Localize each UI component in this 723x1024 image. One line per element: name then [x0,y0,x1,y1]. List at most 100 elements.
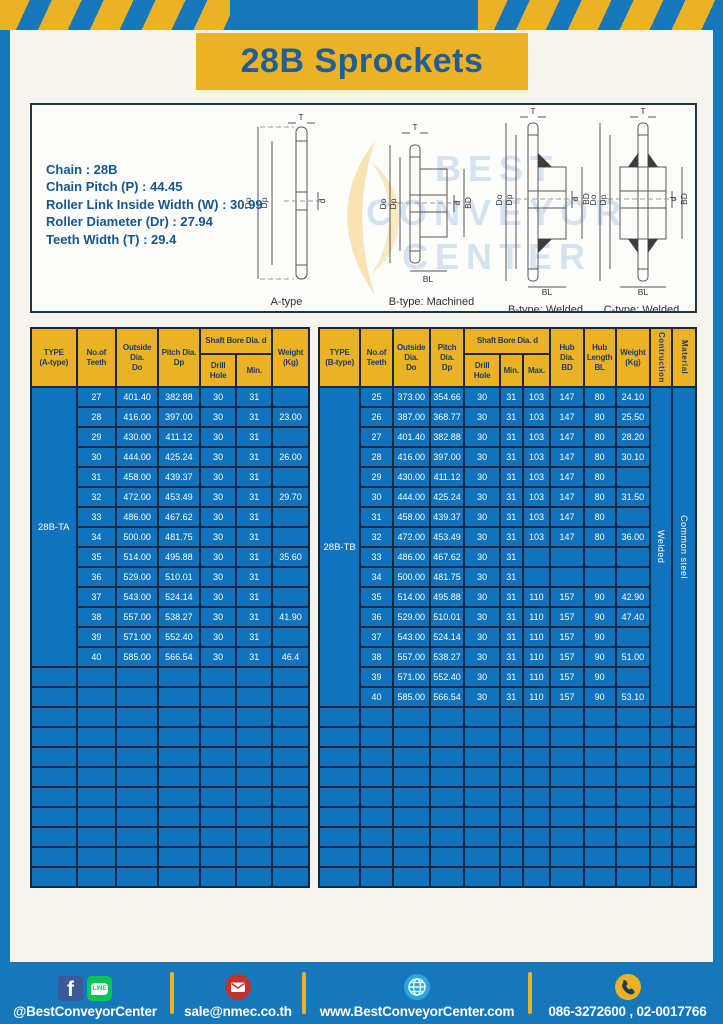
data-cell: 53.10 [614,686,652,708]
empty-cell [75,746,118,768]
drawing-caption: B-type: Welded [507,304,583,313]
phone-numbers: 086-3272600 , 02-0017766 [548,1004,707,1019]
col-outside-dia: Outside Dia. Do [391,327,431,388]
table-row: 28 416.00 397.00 30 31 23.00 [31,406,310,428]
empty-cell [271,826,310,848]
empty-row [30,806,310,828]
col-type: TYPE (A-type) [30,327,78,388]
data-cell: 30 [463,646,501,668]
empty-cell [498,866,524,888]
footer-phone-section: 086-3272600 , 02-0017766 [532,962,723,1024]
empty-cell [115,686,160,708]
empty-cell [521,846,552,868]
data-cell [614,666,652,688]
data-cell: 29 [75,426,118,448]
table-row: 38 557.00 538.27 30 31 41.90 [31,606,310,628]
empty-cell [75,666,118,688]
data-cell: 35.60 [271,546,310,568]
data-cell: 147 [549,426,585,448]
data-cell: 31 [75,466,118,488]
drawing-caption: B-type: Machined [388,296,475,308]
dim-t: T [530,106,535,116]
col-pitch-dia: Pitch Dia. Dp [157,327,201,388]
data-cell: 28.20 [614,426,652,448]
empty-cell [30,826,78,848]
drawing-caption: C-type: Welded [603,304,680,313]
table-row: 34 500.00 481.75 30 31 [31,526,310,548]
data-cell: 31 [235,546,274,568]
data-cell: 157 [549,586,585,608]
data-cell: 430.00 [115,426,160,448]
empty-cell [463,866,501,888]
empty-cell [670,786,698,808]
table-row: 39 571.00 552.40 30 31 [31,626,310,648]
data-cell: 416.00 [391,446,431,468]
empty-cell [198,666,238,688]
data-cell: 25.50 [614,406,652,428]
footer-divider [170,972,174,1014]
data-cell [271,566,310,588]
empty-cell [317,766,362,788]
data-cell: 30 [198,466,238,488]
data-cell: 510.01 [428,606,466,628]
dim-dp: Dp [388,198,398,209]
data-cell: 26 [359,406,394,428]
data-cell: 557.00 [115,606,160,628]
dim-d: d [570,196,580,201]
data-cell: 543.00 [115,586,160,608]
table-row: 32 472.00 453.49 30 31 103 147 80 36.00 [319,526,696,548]
data-cell: 585.00 [115,646,160,668]
globe-icon [404,974,430,1000]
data-cell: 40 [75,646,118,668]
data-cell: 110 [521,646,552,668]
data-cell: 524.14 [157,586,201,608]
empty-cell [271,746,310,768]
empty-cell [614,746,652,768]
data-cell [582,566,617,588]
empty-cell [391,726,431,748]
data-cell [582,546,617,568]
empty-cell [549,726,585,748]
empty-cell [582,806,617,828]
data-cell: 46.4 [271,646,310,668]
data-cell: 30 [198,386,238,408]
data-cell: 529.00 [391,606,431,628]
data-cell: 38 [75,606,118,628]
col-min: Min. [498,353,524,388]
data-cell: 30 [463,686,501,708]
data-cell: 37 [75,586,118,608]
col-drill-hole: Drill Hole [463,353,501,388]
col-weight: Weight (Kg) [271,327,310,388]
empty-cell [157,686,201,708]
data-cell: 467.62 [428,546,466,568]
empty-cell [30,706,78,728]
dim-d: d [452,200,462,205]
data-cell [271,626,310,648]
data-cell: 39 [75,626,118,648]
watermark-text: BEST CONVEYOR CENTER [365,148,629,277]
empty-cell [157,746,201,768]
data-cell [271,586,310,608]
empty-cell [157,806,201,828]
data-cell: 31 [235,466,274,488]
data-cell: 103 [521,526,552,548]
table-row: 28 416.00 397.00 30 31 103 147 80 30.10 [319,446,696,468]
empty-cell [549,806,585,828]
empty-cell [391,746,431,768]
data-cell: 382.88 [428,426,466,448]
empty-cell [317,746,362,768]
data-cell: 47.40 [614,606,652,628]
data-cell: 31 [498,526,524,548]
empty-cell [75,766,118,788]
data-cell: 444.00 [391,486,431,508]
data-cell: 453.49 [157,486,201,508]
empty-cell [521,766,552,788]
col-material: Material [670,327,698,388]
empty-cell [198,846,238,868]
dim-do: Do [588,194,598,205]
data-cell: 401.40 [391,426,431,448]
data-cell: 29.70 [271,486,310,508]
data-cell: 80 [582,446,617,468]
line-icon: LINE [87,976,112,1001]
data-cell: 110 [521,586,552,608]
